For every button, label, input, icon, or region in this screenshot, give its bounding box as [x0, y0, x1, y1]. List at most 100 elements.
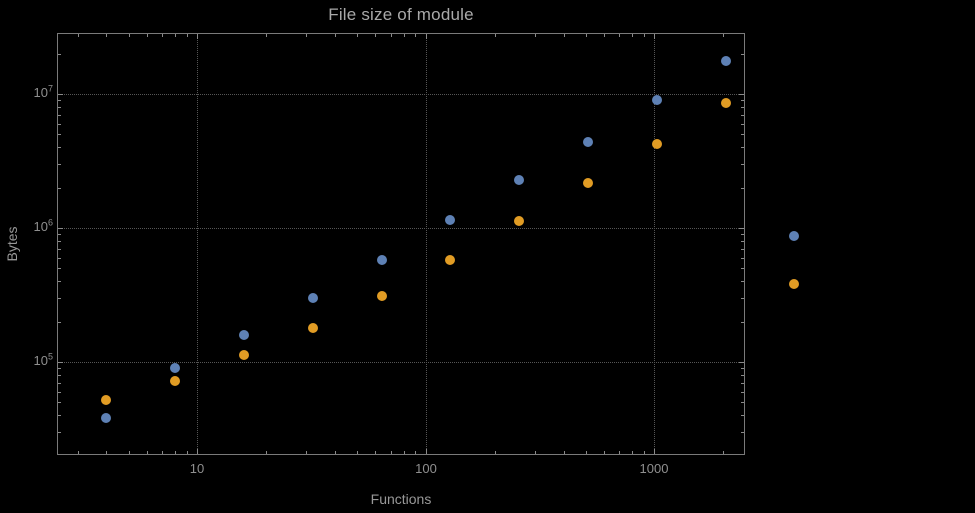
tick-mark [306, 451, 307, 454]
tick-mark [632, 34, 633, 37]
gridline-x [426, 33, 427, 455]
tick-mark [586, 451, 587, 454]
tick-mark [564, 451, 565, 454]
tick-mark [357, 451, 358, 454]
tick-mark [58, 415, 61, 416]
tick-mark [391, 451, 392, 454]
data-point [307, 293, 318, 304]
data-point [376, 254, 387, 265]
tick-mark [187, 34, 188, 37]
tick-mark [266, 451, 267, 454]
tick-mark [58, 392, 61, 393]
tick-mark [404, 451, 405, 454]
tick-mark [187, 451, 188, 454]
tick-mark [741, 115, 744, 116]
chart-title: File size of module [328, 5, 474, 24]
tick-mark [162, 34, 163, 37]
tick-mark [604, 34, 605, 37]
tick-mark [58, 164, 61, 165]
tick-mark [741, 258, 744, 259]
tick-mark [535, 34, 536, 37]
gridline-y [57, 228, 745, 229]
x-tick-label: 1000 [639, 461, 669, 476]
tick-mark [654, 34, 655, 39]
tick-mark [58, 54, 61, 55]
tick-mark [741, 392, 744, 393]
gridline-x [197, 33, 198, 455]
data-point [376, 291, 387, 302]
data-point [307, 323, 318, 334]
gridline-x [654, 33, 655, 455]
tick-mark [78, 451, 79, 454]
tick-mark [741, 54, 744, 55]
tick-mark [58, 402, 61, 403]
tick-mark [741, 322, 744, 323]
tick-mark [654, 449, 655, 454]
tick-mark [741, 188, 744, 189]
tick-mark [266, 34, 267, 37]
tick-mark [375, 451, 376, 454]
plot-frame [57, 33, 745, 455]
data-point [445, 214, 456, 225]
data-point [720, 97, 731, 108]
tick-mark [495, 34, 496, 37]
tick-mark [306, 34, 307, 37]
tick-mark [58, 298, 61, 299]
tick-mark [644, 34, 645, 37]
data-point [514, 174, 525, 185]
tick-mark [741, 375, 744, 376]
x-tick-label: 100 [415, 461, 437, 476]
tick-mark [739, 228, 744, 229]
tick-mark [741, 368, 744, 369]
tick-mark [58, 115, 61, 116]
tick-mark [58, 268, 61, 269]
tick-mark [644, 451, 645, 454]
tick-mark [741, 415, 744, 416]
tick-mark [619, 34, 620, 37]
tick-mark [58, 368, 61, 369]
tick-mark [741, 134, 744, 135]
tick-mark [58, 249, 61, 250]
tick-mark [58, 383, 61, 384]
data-point [170, 363, 181, 374]
tick-mark [58, 258, 61, 259]
data-point [101, 394, 112, 405]
tick-mark [495, 451, 496, 454]
tick-mark [335, 451, 336, 454]
tick-mark [58, 147, 61, 148]
tick-mark [175, 451, 176, 454]
tick-mark [741, 241, 744, 242]
tick-mark [58, 432, 61, 433]
data-point [651, 95, 662, 106]
tick-mark [741, 432, 744, 433]
data-point [445, 254, 456, 265]
tick-mark [357, 34, 358, 37]
tick-mark [58, 100, 61, 101]
tick-mark [58, 375, 61, 376]
tick-mark [739, 362, 744, 363]
y-tick-label: 105 [33, 351, 53, 368]
tick-mark [197, 34, 198, 39]
tick-mark [175, 34, 176, 37]
tick-mark [723, 451, 724, 454]
tick-mark [58, 124, 61, 125]
tick-mark [741, 249, 744, 250]
tick-mark [147, 451, 148, 454]
tick-mark [58, 281, 61, 282]
tick-mark [741, 164, 744, 165]
data-point [720, 56, 731, 67]
tick-mark [197, 449, 198, 454]
tick-mark [375, 34, 376, 37]
tick-mark [391, 34, 392, 37]
tick-mark [58, 134, 61, 135]
tick-mark [426, 34, 427, 39]
tick-mark [535, 451, 536, 454]
tick-mark [58, 188, 61, 189]
tick-mark [58, 94, 63, 95]
tick-mark [129, 34, 130, 37]
x-tick-label: 10 [189, 461, 205, 476]
tick-mark [106, 451, 107, 454]
x-axis-label: Functions [370, 491, 432, 507]
tick-mark [426, 449, 427, 454]
tick-mark [147, 34, 148, 37]
